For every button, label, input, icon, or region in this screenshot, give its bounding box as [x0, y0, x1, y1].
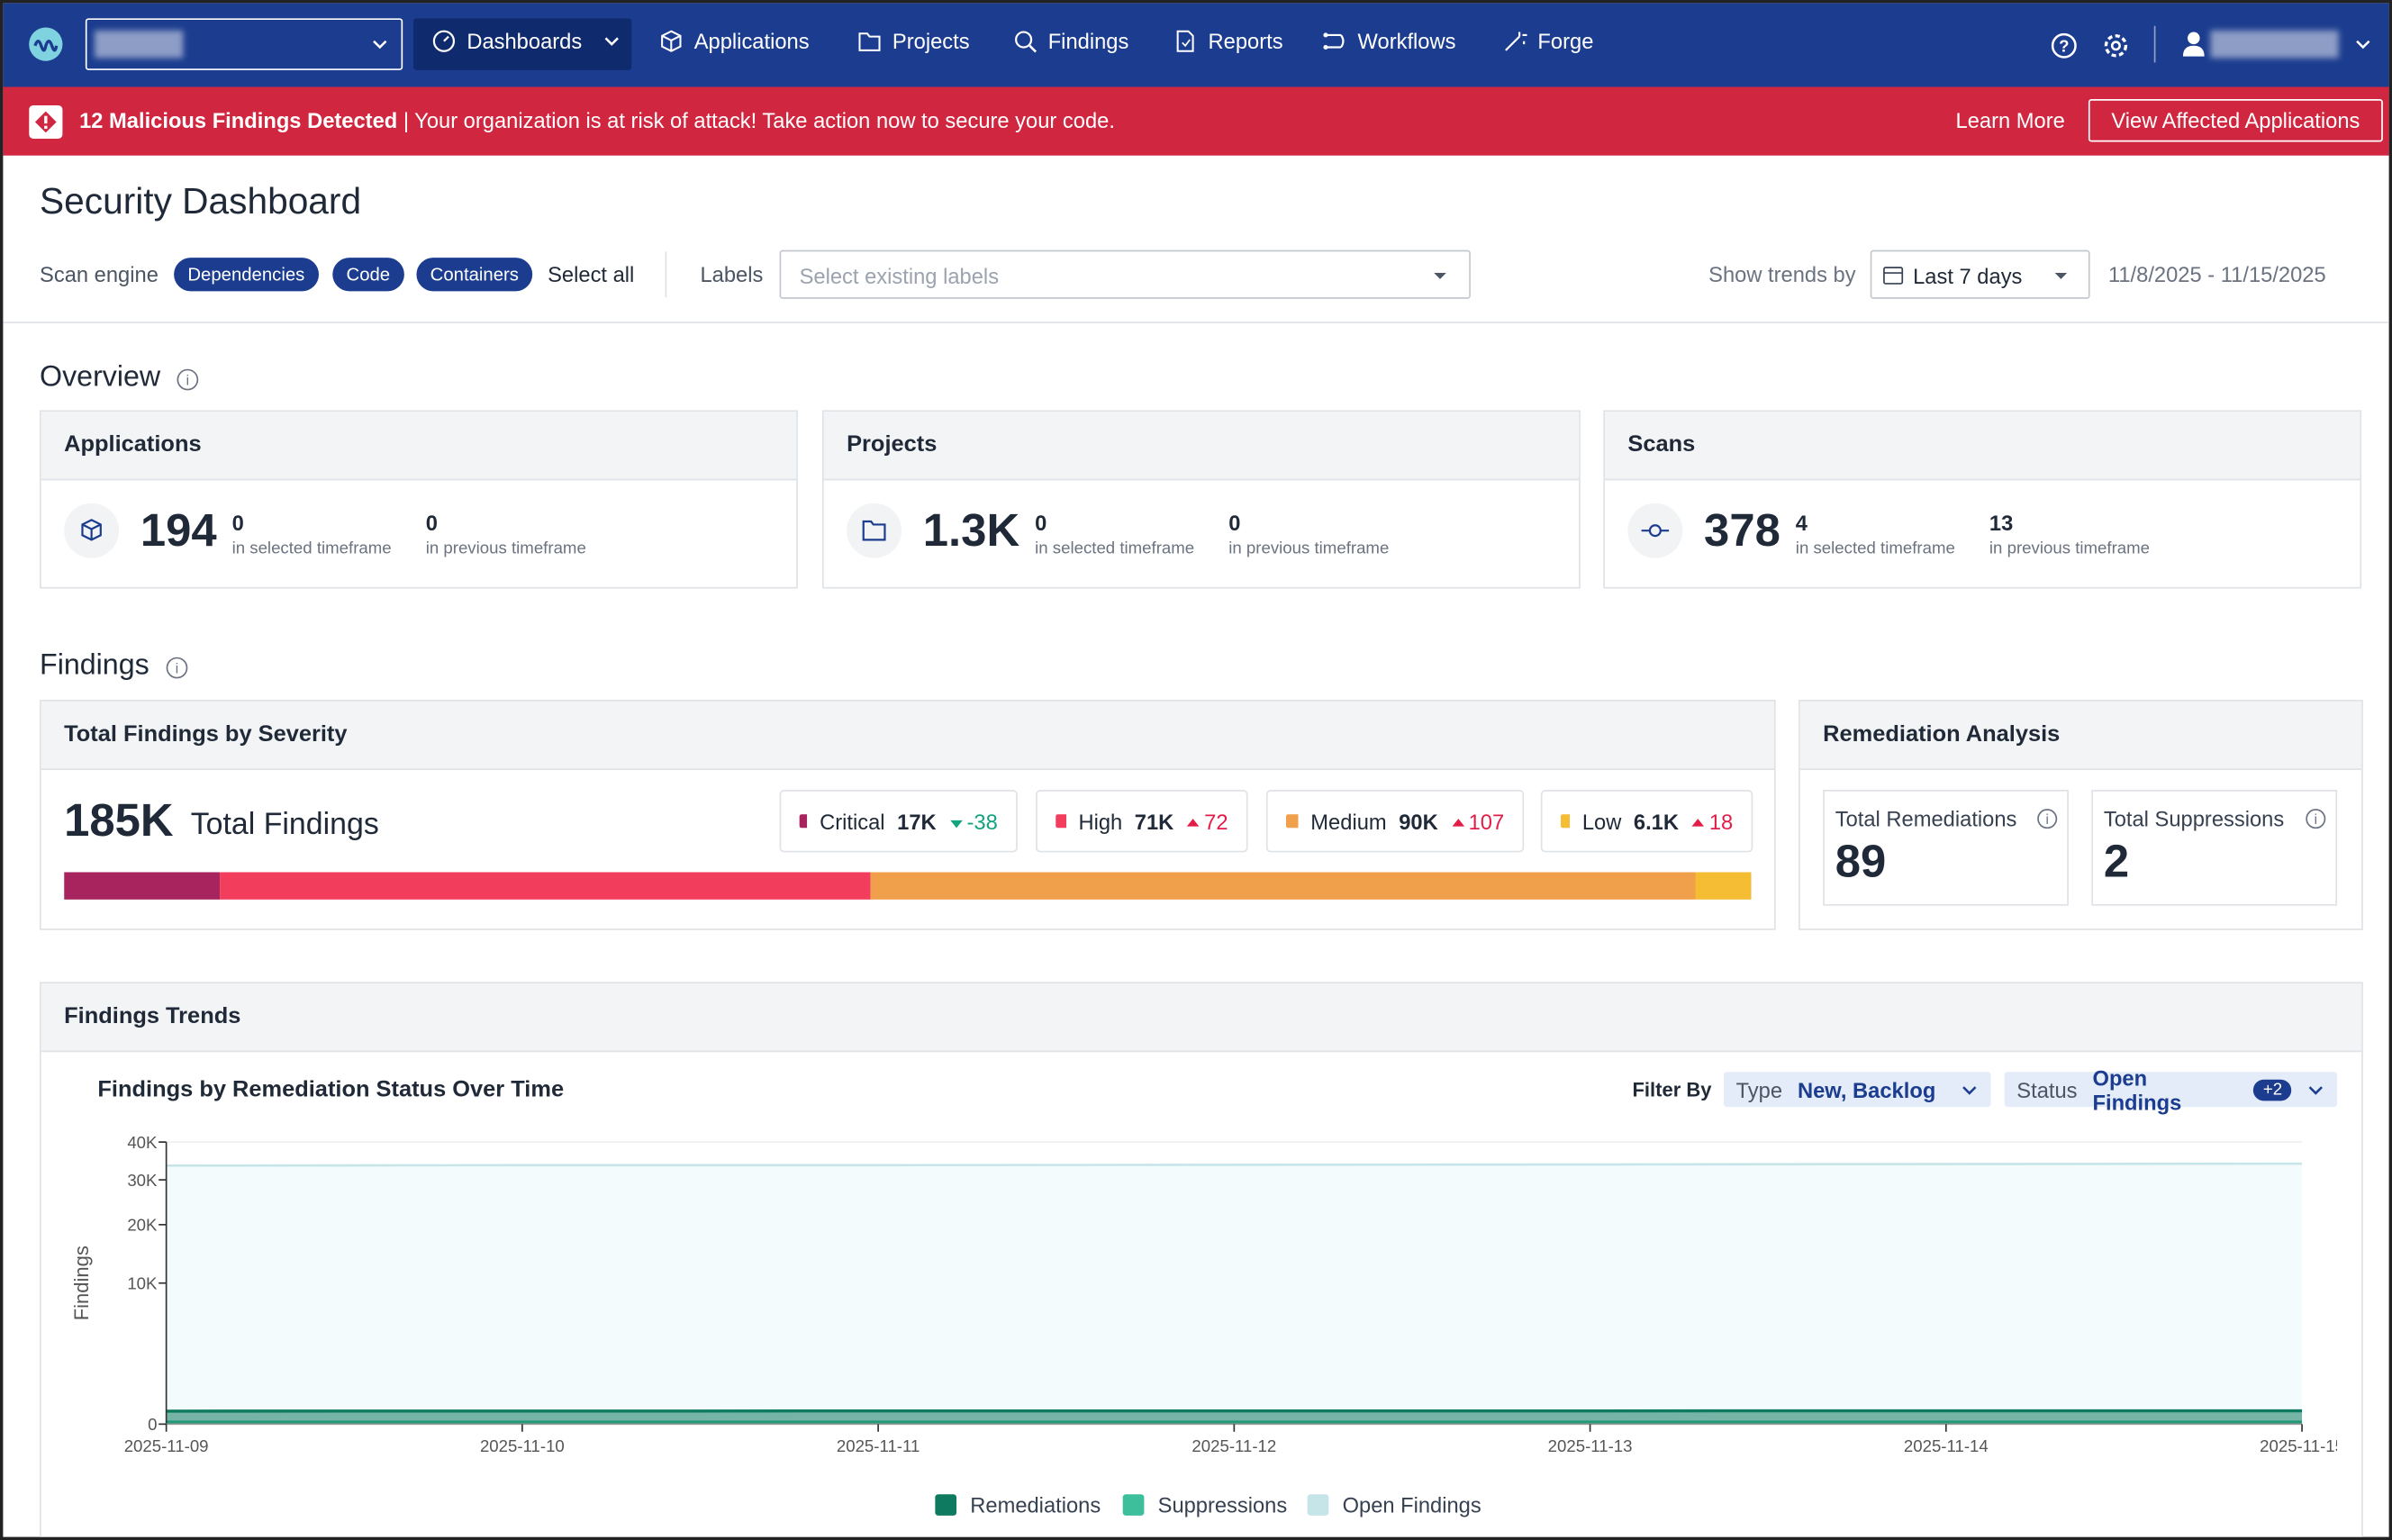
legend-label: Remediations	[970, 1495, 1101, 1518]
x-tick-label: 2025-11-11	[837, 1436, 920, 1455]
legend-label: Suppressions	[1158, 1495, 1288, 1518]
y-tick-label: 40K	[127, 1133, 158, 1152]
area	[167, 1164, 2302, 1424]
x-tick-label: 2025-11-10	[480, 1436, 565, 1455]
trend-chart: 0 10K 20K 30K 40K 2025-11-09 2025-11-10 2025-11…	[3, 3, 2392, 1540]
legend-label: Open Findings	[1343, 1495, 1481, 1518]
y-tick-label: 0	[148, 1415, 157, 1434]
x-tick-label: 2025-11-14	[1904, 1436, 1989, 1455]
y-tick-label: 20K	[127, 1216, 158, 1235]
x-tick-label: 2025-11-13	[1548, 1436, 1633, 1455]
legend-swatch	[935, 1494, 956, 1516]
y-tick-label: 10K	[127, 1273, 158, 1292]
y-tick-label: 30K	[127, 1171, 158, 1190]
y-axis-label: Findings	[70, 1246, 93, 1320]
legend-swatch	[1308, 1494, 1329, 1516]
legend-swatch	[1123, 1494, 1145, 1516]
chart-area: 0 10K 20K 30K 40K 2025-11-09 2025-11-10 2025-11…	[70, 1133, 2344, 1518]
area	[167, 1411, 2302, 1425]
x-tick-label: 2025-11-15	[2260, 1436, 2344, 1455]
x-tick-label: 2025-11-12	[1191, 1436, 1276, 1455]
x-tick-label: 2025-11-09	[124, 1436, 209, 1455]
